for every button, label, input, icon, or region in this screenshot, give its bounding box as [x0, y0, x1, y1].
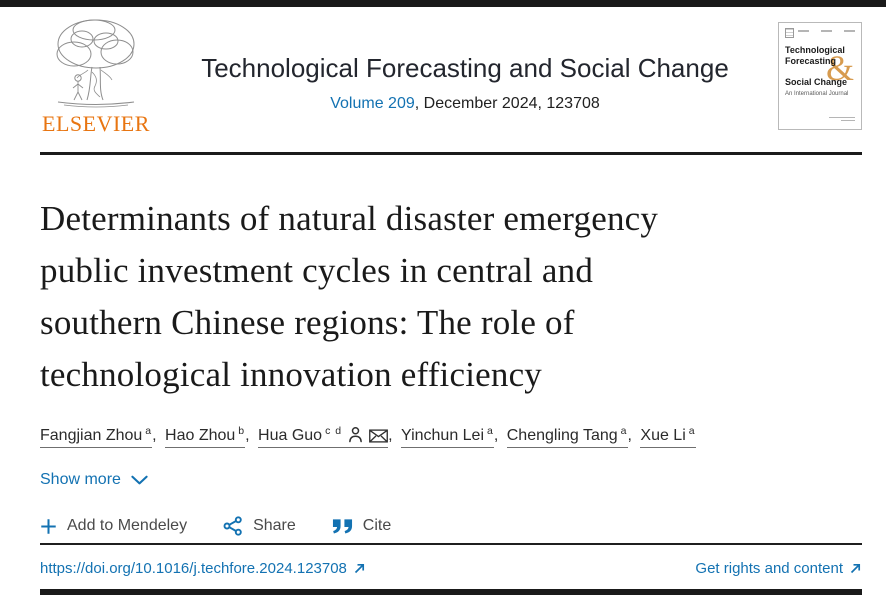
journal-cover-thumbnail[interactable]: & Technological Forecasting Social Chang… [778, 22, 862, 130]
chevron-down-icon [131, 475, 148, 485]
author-name: Xue Li [640, 427, 686, 445]
cover-masthead [785, 28, 855, 38]
author-affiliation-sup: a [688, 425, 696, 437]
author-separator: , [388, 427, 397, 445]
envelope-icon [369, 429, 388, 448]
cite-button[interactable]: Cite [332, 517, 391, 535]
top-black-bar [0, 0, 886, 7]
add-to-mendeley-label: Add to Mendeley [67, 517, 188, 535]
cover-ampersand: & [825, 48, 854, 88]
author-link[interactable]: Yinchun Lei a [400, 425, 494, 449]
volume-link[interactable]: Volume 209 [330, 95, 415, 112]
get-rights-link[interactable]: Get rights and content [695, 560, 862, 577]
author-affiliation-sup: b [238, 425, 246, 437]
issue-info: , December 2024, 123708 [414, 95, 600, 112]
share-button[interactable]: Share [223, 516, 296, 536]
cite-label: Cite [362, 517, 392, 535]
author-link[interactable]: Hao Zhou b [165, 425, 246, 449]
elsevier-tree-icon [56, 19, 135, 108]
author-separator: , [627, 427, 637, 445]
author-link[interactable]: Fangjian Zhou a [40, 425, 153, 449]
footer-divider [40, 543, 862, 546]
cover-title-line1: Technological [785, 45, 845, 55]
external-link-icon [850, 564, 861, 574]
external-link-icon [354, 564, 364, 574]
author-affiliation-sup: c d [325, 425, 343, 437]
article-title: Determinants of natural disaster emergen… [40, 199, 659, 394]
author-link-corresponding[interactable]: Hua Guo c d [258, 425, 389, 449]
action-toolbar: Add to Mendeley Share Cite [40, 516, 862, 536]
author-name: Fangjian Zhou [40, 427, 143, 445]
show-more-button[interactable]: Show more [40, 471, 148, 489]
article-head-section: Determinants of natural disaster emergen… [0, 193, 886, 577]
doi-link[interactable]: https://doi.org/10.1016/j.techfore.2024.… [40, 560, 366, 577]
person-icon [348, 426, 363, 448]
author-link[interactable]: Chengling Tang a [506, 425, 628, 449]
author-affiliation-sup: a [145, 425, 153, 437]
author-link[interactable]: Xue Li a [640, 425, 696, 449]
author-affiliation-sup: a [487, 425, 494, 437]
volume-issue-line: Volume 209, December 2024, 123708 [152, 95, 778, 113]
author-separator: , [245, 427, 255, 445]
author-separator: , [152, 427, 162, 445]
author-name: Hua Guo [258, 427, 323, 445]
share-label: Share [253, 517, 296, 535]
cover-subtitle: An International Journal [785, 91, 849, 97]
author-name: Chengling Tang [506, 427, 618, 445]
cite-quotes-icon [332, 519, 352, 534]
journal-banner: ELSEVIER Technological Forecasting and S… [0, 7, 886, 152]
author-name: Hao Zhou [165, 427, 236, 445]
share-icon [223, 516, 242, 536]
author-separator: , [493, 427, 503, 445]
author-list: Fangjian Zhou a, Hao Zhou b, Hua Guo c d, Y… [40, 425, 862, 449]
cover-header-lines [798, 28, 855, 32]
author-name: Yinchun Lei [400, 427, 485, 445]
journal-title-link[interactable]: Technological Forecasting and Social Cha… [201, 53, 729, 83]
doi-text: https://doi.org/10.1016/j.techfore.2024.… [40, 560, 347, 578]
journal-meta: Technological Forecasting and Social Cha… [152, 14, 778, 152]
cover-footer-lines [829, 115, 855, 121]
plus-icon [41, 519, 56, 534]
author-affiliation-sup: a [620, 425, 628, 437]
cover-title-line3: Social Change [785, 77, 848, 87]
elsevier-wordmark: ELSEVIER [42, 111, 150, 136]
doi-row: https://doi.org/10.1016/j.techfore.2024.… [40, 545, 862, 577]
get-rights-label: Get rights and content [695, 560, 843, 578]
bottom-black-bar [40, 589, 862, 596]
elsevier-logo[interactable]: ELSEVIER [40, 14, 152, 152]
show-more-label: Show more [40, 471, 121, 489]
header-divider [40, 152, 862, 155]
cover-title: Technological Forecasting Social Change [785, 45, 855, 88]
cover-title-line2: Forecasting [785, 56, 837, 66]
add-to-mendeley-button[interactable]: Add to Mendeley [40, 517, 187, 535]
cover-publisher-mark-icon [785, 28, 794, 38]
